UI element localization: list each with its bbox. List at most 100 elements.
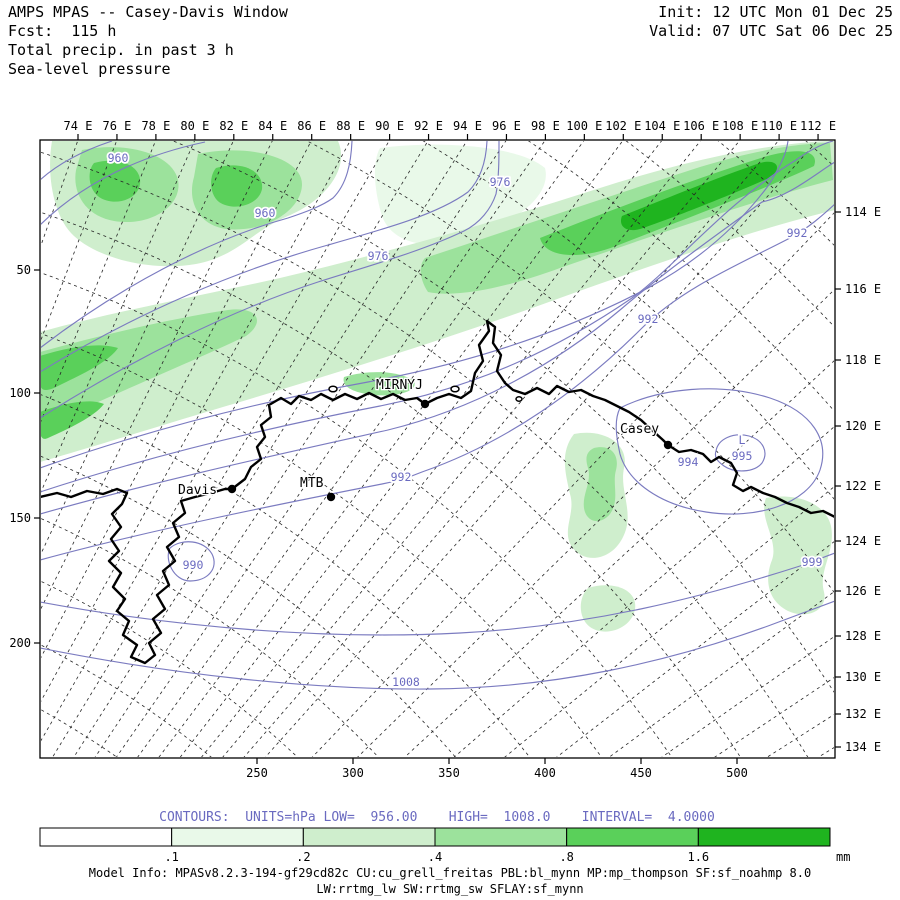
colorbar-tick-label: .4: [428, 850, 442, 864]
isobar-layer: [41, 141, 834, 690]
top-axis-label: 98 E: [531, 119, 560, 133]
meridian-gridline: [73, 141, 468, 757]
colorbar-tick-label: .2: [296, 850, 310, 864]
isobar-label: 995: [732, 449, 753, 463]
isobar-label: 976: [368, 249, 389, 263]
plot-title: AMPS MPAS -- Casey-Davis Window: [8, 3, 289, 21]
colorbar-unit: mm: [836, 850, 850, 864]
isobar-label: 960: [108, 151, 129, 165]
isobar-956: [41, 141, 113, 180]
right-axis-label: 130 E: [845, 670, 881, 684]
top-axis-label: 104 E: [644, 119, 680, 133]
top-axis-label: 100 E: [566, 119, 602, 133]
isobar-968: [41, 141, 488, 373]
shaded-field-label: Total precip. in past 3 h: [8, 41, 234, 59]
precip-band-deepest: [620, 161, 778, 231]
isobar-980: [41, 141, 789, 469]
top-axis-label: 86 E: [297, 119, 326, 133]
map-frame: [39, 139, 836, 759]
isobar-label: 976: [490, 175, 511, 189]
right-axis-label: 134 E: [845, 740, 881, 754]
isobar-976: [41, 141, 500, 419]
precip-dark-topleft-1: [89, 160, 141, 202]
isobar-label: 992: [391, 470, 412, 484]
island-2: [450, 385, 460, 393]
coastline-layer: [41, 319, 834, 665]
isobar-1000-closed: [615, 388, 824, 515]
right-axis-label: 122 E: [845, 479, 881, 493]
isobar-label-layer: 960 960 976 976 992 992 992 994 L 995 990 999 1008: [106, 149, 824, 691]
colorbar-tick-label: 1.6: [687, 850, 709, 864]
left-axis-label: 200: [9, 636, 31, 650]
colorbar-segment: [434, 827, 568, 847]
left-axis-label: 100: [9, 386, 31, 400]
station-label: MTB: [300, 476, 324, 491]
top-axis-label: 90 E: [375, 119, 404, 133]
isobar-label: 990: [183, 558, 204, 572]
bottom-axis-label: 400: [534, 766, 556, 780]
top-axis-label: 88 E: [336, 119, 365, 133]
right-axis-label: 116 E: [845, 282, 881, 296]
top-axis-label: 92 E: [414, 119, 443, 133]
right-axis-label: 132 E: [845, 707, 881, 721]
bottom-axis-label: 300: [342, 766, 364, 780]
forecast-hour: Fcst: 115 h: [8, 22, 116, 40]
station-label: Casey: [620, 422, 659, 437]
contour-legend-line: CONTOURS: UNITS=hPa LOW= 956.00 HIGH= 10…: [159, 810, 715, 825]
station-label: MIRNYJ: [376, 378, 423, 393]
station-dot: [420, 399, 430, 409]
top-axis-label: 76 E: [102, 119, 131, 133]
station-dot: [663, 440, 673, 450]
isobar-988: [41, 161, 834, 515]
precip-band-core-left: [41, 309, 257, 426]
init-time: Init: 12 UTC Mon 01 Dec 25: [658, 3, 893, 21]
station-dot: [326, 492, 336, 502]
valid-time: Valid: 07 UTC Sat 06 Dec 25: [649, 22, 893, 40]
isobar-label: 999: [802, 555, 823, 569]
top-axis-label: 74 E: [64, 119, 93, 133]
top-axis-label: 78 E: [141, 119, 170, 133]
isobar-960-inner: [41, 141, 206, 225]
left-axis-label: 50: [17, 263, 31, 277]
top-axis-label: 84 E: [258, 119, 287, 133]
coastline: [41, 319, 834, 665]
isobar-label: L: [739, 433, 746, 447]
right-axis-label: 118 E: [845, 353, 881, 367]
isobar-label: 994: [678, 455, 699, 469]
colorbar-segment: [39, 827, 173, 847]
isobar-label: 992: [638, 312, 659, 326]
colorbar: .1 .2 .4 .8 1.6 mm: [39, 827, 850, 864]
precip-small-lower: [580, 585, 636, 632]
contour-field-label: Sea-level pressure: [8, 60, 171, 78]
colorbar-tick-label: .1: [164, 850, 178, 864]
isobar-label: 992: [787, 226, 808, 240]
meridian-gridline: [41, 141, 234, 555]
station-dot: [227, 484, 237, 494]
island-3: [515, 396, 523, 402]
top-axis-label: 82 E: [219, 119, 248, 133]
colorbar-tick-label: .8: [559, 850, 573, 864]
top-axis-label: 96 E: [492, 119, 521, 133]
precip-right-lower: [764, 496, 832, 615]
bottom-axis-label: 350: [438, 766, 460, 780]
isobar-1008: [41, 600, 834, 690]
isobar-990-closed: [167, 541, 215, 582]
bottom-axis-label: 250: [246, 766, 268, 780]
left-axis-label: 150: [9, 511, 31, 525]
isobar-1004: [41, 552, 834, 636]
station-layer: Davis MTB MIRNYJ Casey: [177, 377, 673, 502]
bottom-axis-label: 450: [630, 766, 652, 780]
colorbar-segment: [302, 827, 436, 847]
colorbar-segment: [171, 827, 304, 847]
isobar-992: [41, 204, 834, 561]
top-axis-label: 94 E: [453, 119, 482, 133]
isobar-label: 960: [255, 206, 276, 220]
station-label: Davis: [178, 483, 217, 498]
top-axis-label: 112 E: [800, 119, 836, 133]
isobar-960-outer: [41, 141, 353, 348]
axes-layer: 74 E 76 E 78 E 80 E 82 E 84 E 86 E 88 E 90 E 92 E…: [9, 119, 881, 780]
right-axis-label: 124 E: [845, 534, 881, 548]
top-axis-label: 102 E: [605, 119, 641, 133]
